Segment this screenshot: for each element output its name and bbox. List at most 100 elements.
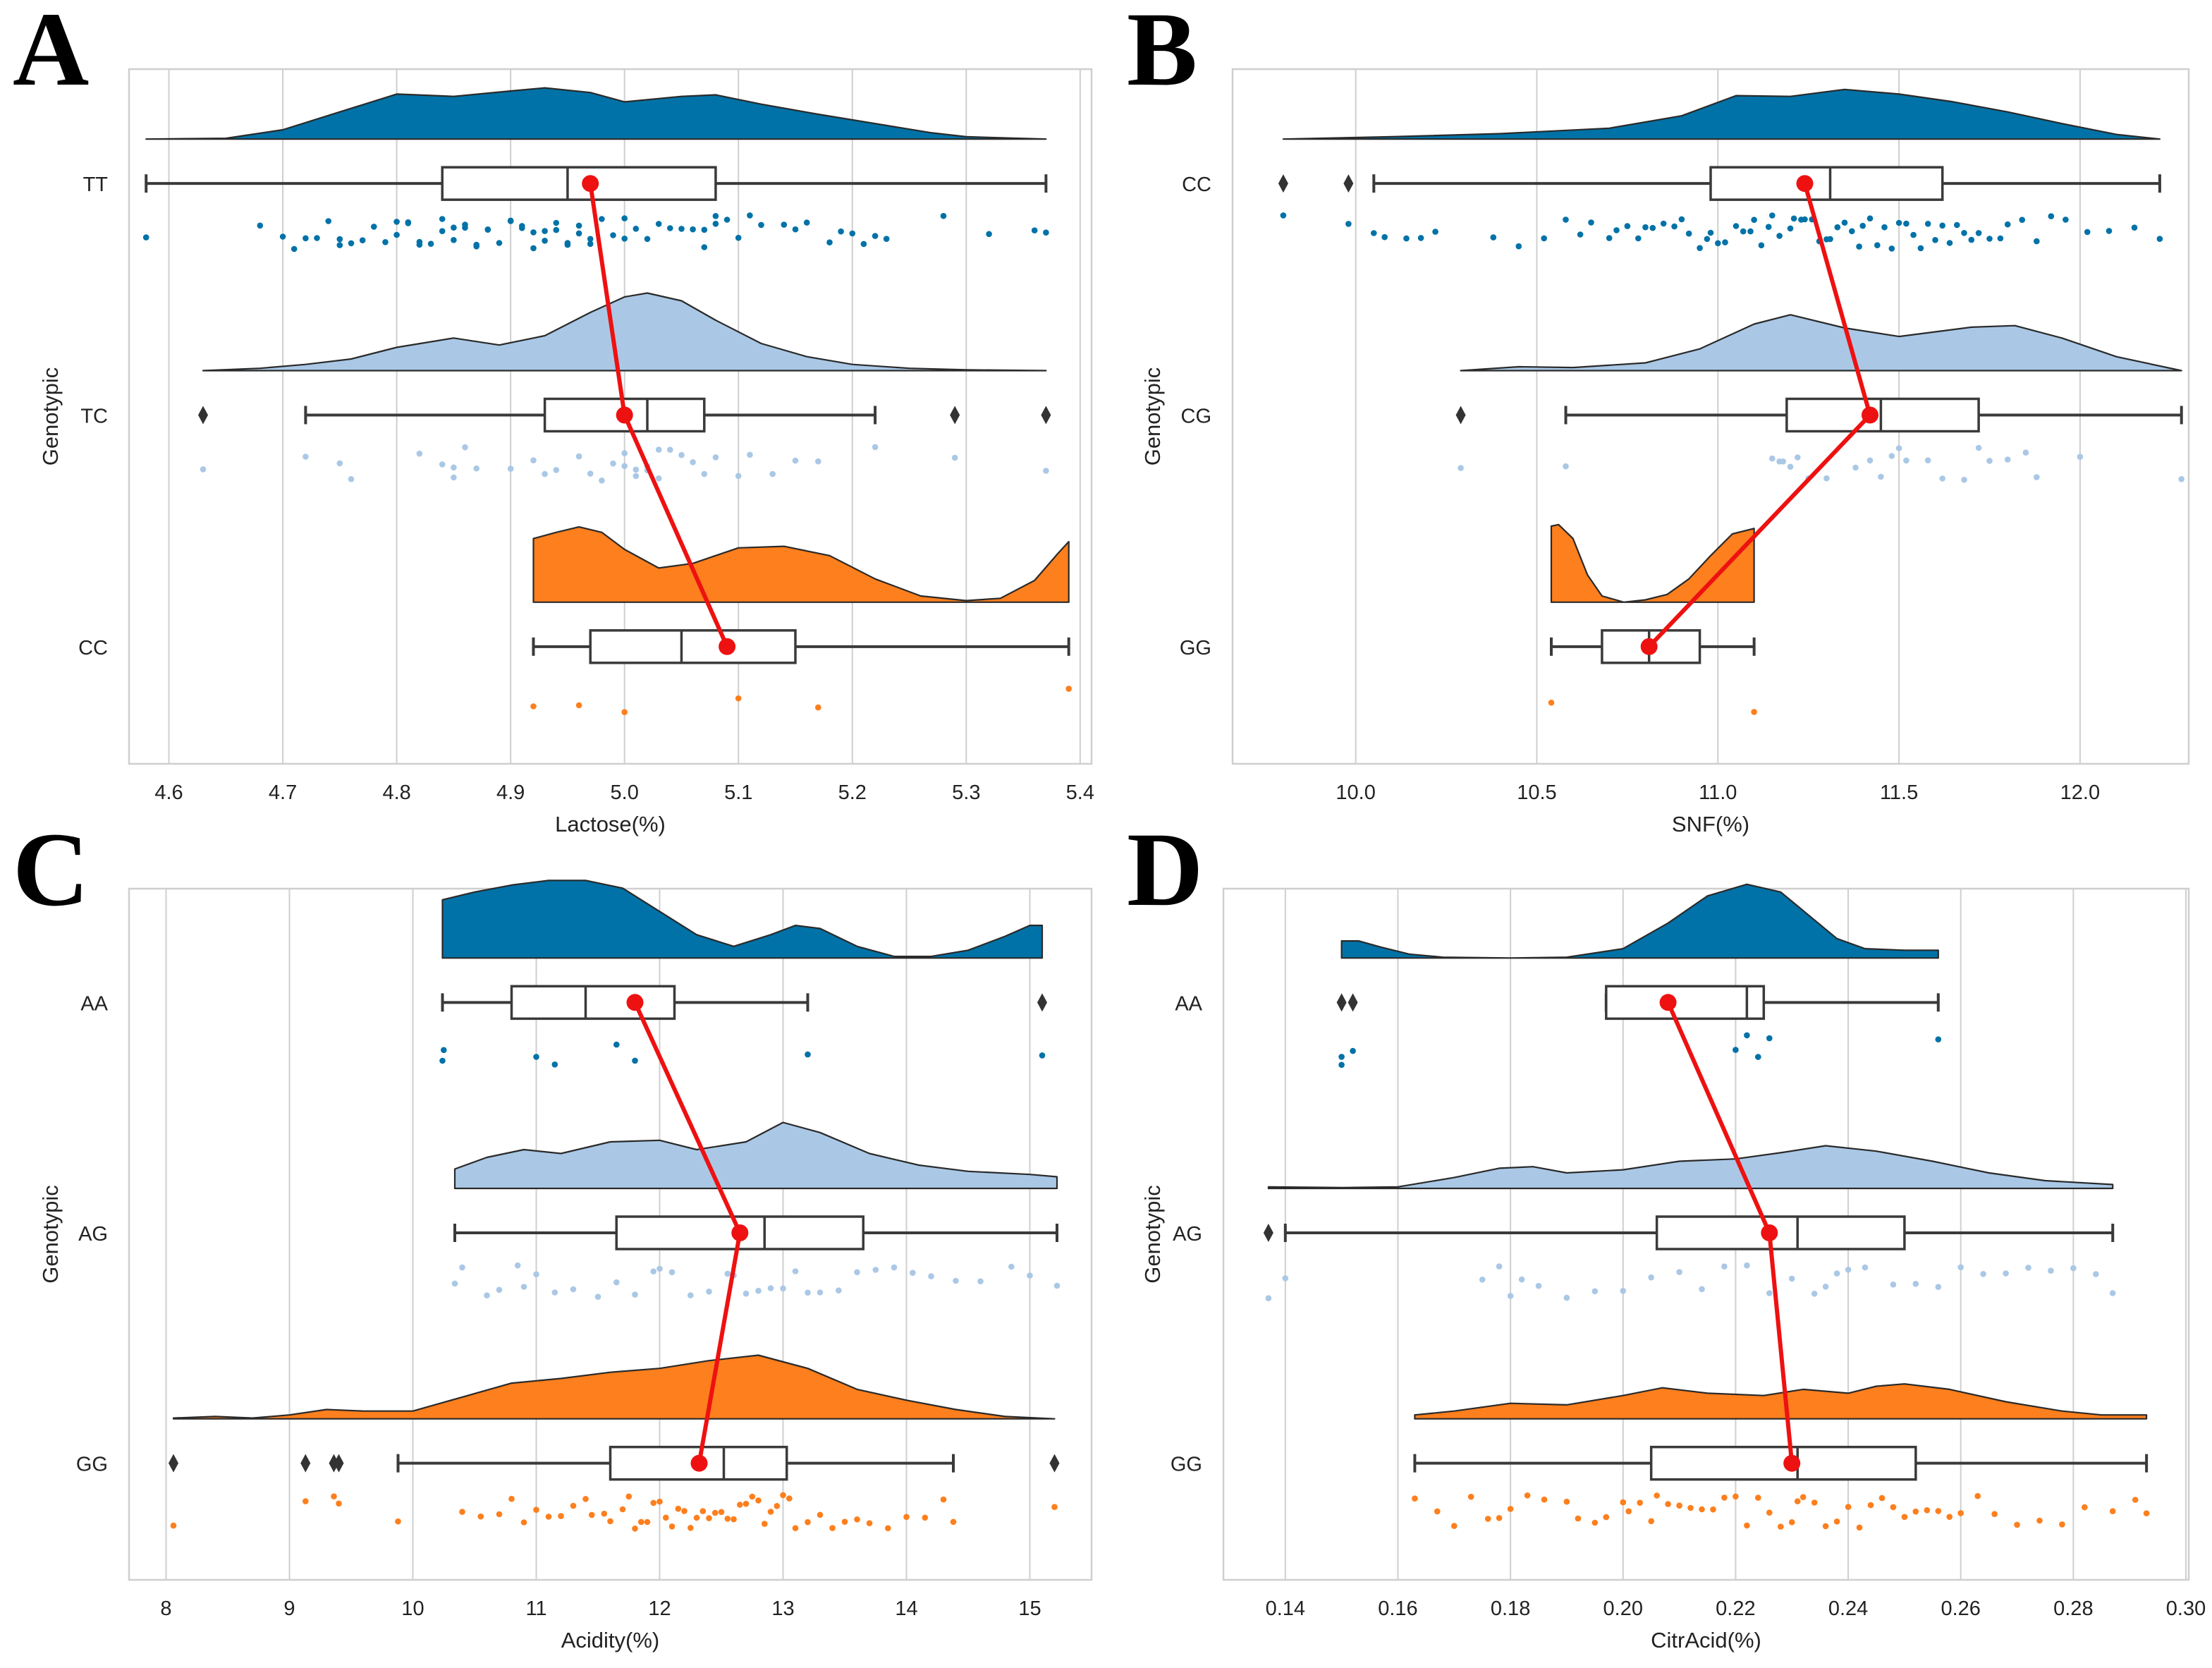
data-point [2022,449,2029,456]
data-point [405,219,412,226]
data-point [1671,223,1678,230]
data-point [678,451,685,458]
data-point [2004,221,2011,228]
data-point [508,1495,515,1502]
x-tick-label: 5.4 [1066,781,1094,804]
data-point [1678,216,1685,223]
data-point [2036,1517,2043,1524]
data-point [2034,238,2040,245]
data-point [542,238,548,244]
data-point [2063,217,2069,223]
data-point [872,1267,879,1273]
data-point [693,1514,700,1521]
data-point [1467,1493,1474,1500]
data-point [336,236,343,243]
data-point [1490,234,1497,241]
data-point [1849,228,1855,235]
data-point [940,212,947,219]
data-point [731,1516,737,1523]
data-point [792,226,799,233]
data-point [1625,1508,1632,1515]
data-point [805,1289,811,1296]
y-tick-label: AA [1175,992,1202,1015]
data-point [1974,1492,1981,1499]
data-point [142,234,149,241]
mean-point [626,994,644,1011]
data-point [633,466,640,473]
outlier-marker [1263,1224,1273,1242]
mean-point [731,1224,749,1241]
data-point [587,470,594,477]
group-gg: GG [1180,523,1757,715]
data-point [860,241,867,248]
data-point [1676,1502,1682,1509]
data-point [1856,1524,1863,1531]
outlier-marker [198,406,208,425]
data-point [1637,1499,1643,1506]
data-point [650,1499,656,1506]
y-tick-label: GG [76,1454,108,1476]
density-cloud [453,1121,1058,1190]
panel-letter: D [1127,811,1203,928]
data-point [854,1516,860,1523]
data-point [507,217,514,224]
data-point [1874,242,1881,249]
data-point [638,1518,644,1526]
group-cc: CC [78,526,1072,715]
data-point [451,1280,458,1287]
data-point [2019,217,2025,224]
x-tick-label: 12.0 [2060,781,2100,804]
density-cloud [441,879,1044,959]
data-point [1515,243,1522,250]
mean-point [1659,994,1677,1011]
data-point [451,224,457,231]
data-point [451,237,457,243]
mean-point [1761,1224,1778,1241]
data-point [533,1506,539,1513]
data-point [749,1493,756,1500]
data-point [1957,1264,1964,1271]
data-point [484,1292,490,1298]
data-point [542,228,548,234]
data-point [711,1509,719,1516]
data-point [575,230,582,237]
data-point [1613,227,1620,233]
data-point [1541,1496,1548,1503]
data-point [743,1500,750,1507]
data-point [1878,1494,1886,1502]
data-point [459,1264,465,1271]
data-point [836,1287,842,1293]
data-point [724,1516,731,1522]
data-point [621,215,628,221]
data-point [2034,474,2040,480]
data-point [530,457,537,463]
data-point [530,245,537,252]
data-point [170,1522,177,1529]
data-point [1345,221,1352,227]
data-point [1051,1504,1058,1510]
data-point [1778,1523,1784,1530]
x-tick-label: 5.0 [611,781,639,804]
data-point [849,230,856,237]
data-point [441,1047,447,1054]
data-point [1744,1522,1750,1529]
data-point [699,1508,707,1514]
data-point [553,219,560,226]
data-point [1665,1501,1671,1507]
mean-point [1783,1454,1801,1472]
x-tick-label: 9 [283,1597,295,1620]
data-point [1939,222,1945,229]
mean-point [1640,638,1658,655]
data-point [393,231,400,238]
data-point [1939,475,1945,482]
data-point [200,466,207,473]
data-point [1811,1291,1818,1297]
panel-c: 8 9 10 11 12 13 14 15 Acidity(%) Genotypic C AA AG GG [13,811,1093,1652]
y-tick-label: AA [80,992,108,1015]
data-point [667,225,673,231]
data-point [792,1525,799,1531]
group-ag: AG [1173,1145,2116,1301]
data-point [1867,1502,1874,1509]
data-point [2093,1271,2099,1277]
data-point [675,1505,682,1512]
